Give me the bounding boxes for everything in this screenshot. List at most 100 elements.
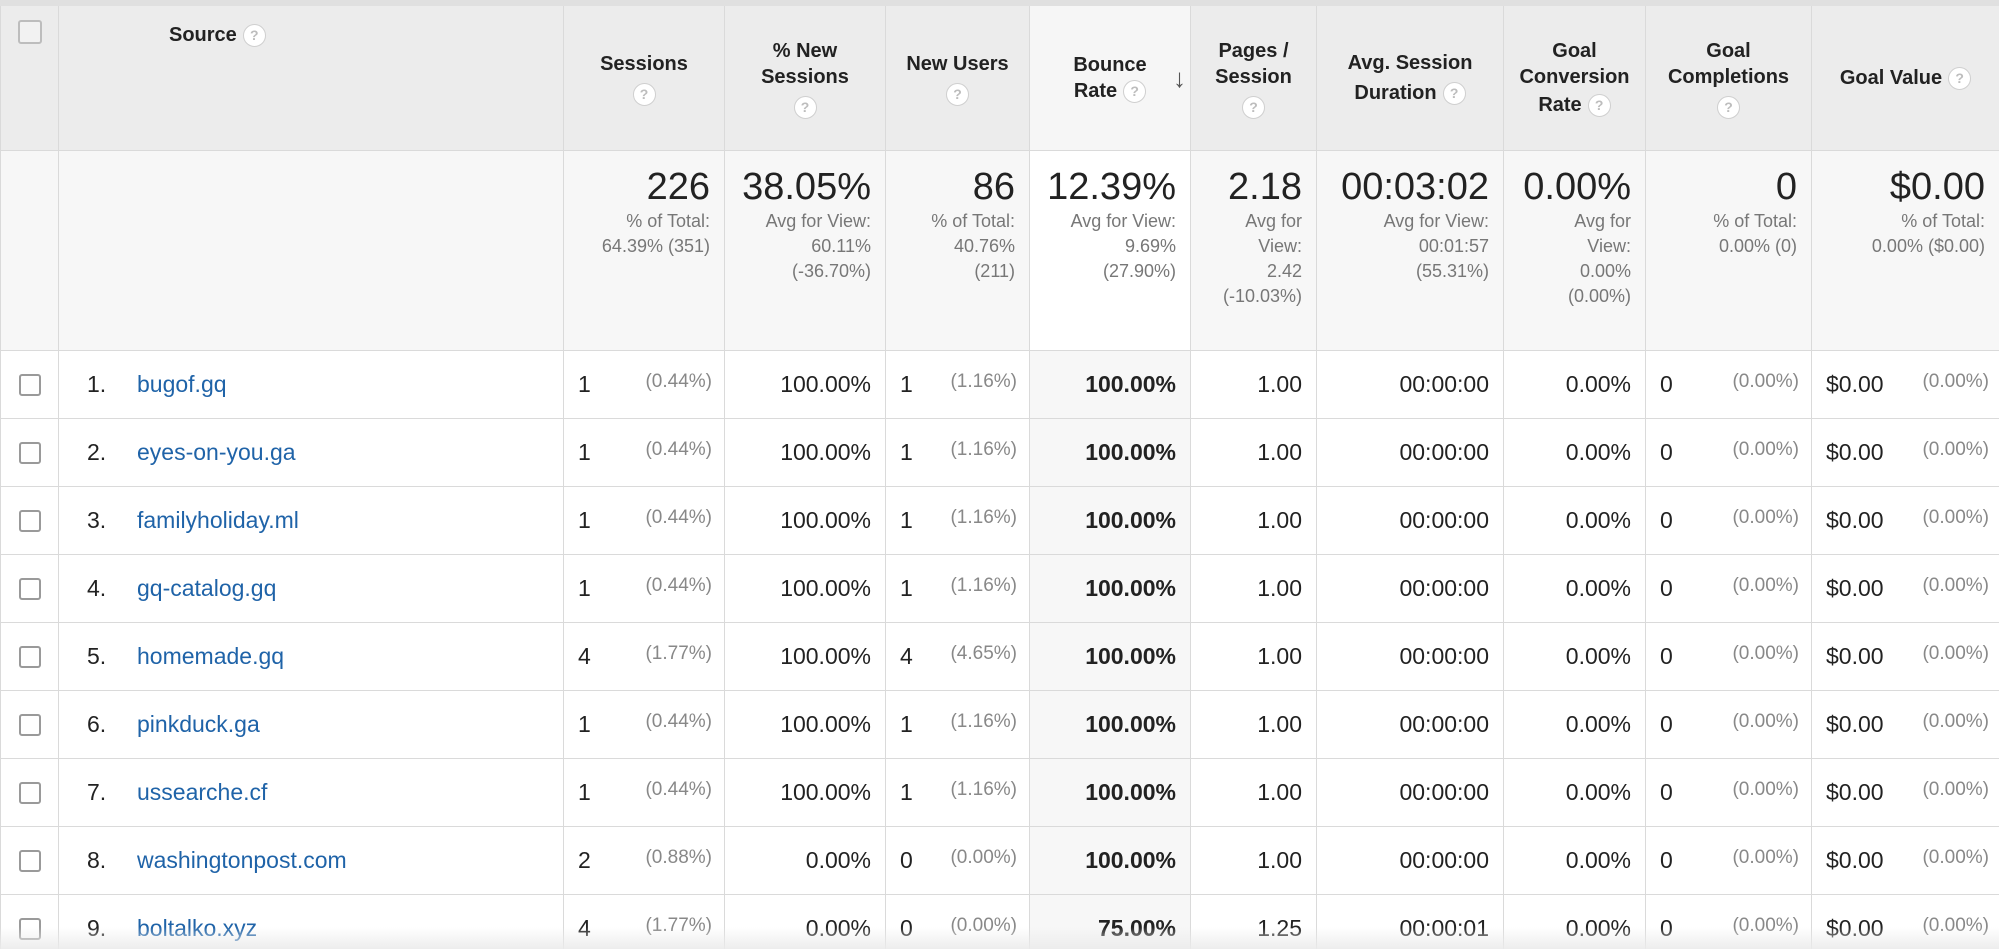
- table-row[interactable]: 3. familyholiday.ml 1 (0.44%) 100.00% 1 (1.…: [0, 486, 1999, 555]
- summary-bounce-rate: 12.39% Avg for View: 9.69% (27.90%): [1029, 150, 1191, 351]
- sort-descending-icon[interactable]: ↓: [1173, 63, 1186, 93]
- row-checkbox[interactable]: [18, 849, 41, 872]
- table-row[interactable]: 7. ussearche.cf 1 (0.44%) 100.00% 1 (1.16%)…: [0, 758, 1999, 827]
- table-row[interactable]: 4. gq-catalog.gq 1 (0.44%) 100.00% 1 (1.16%…: [0, 554, 1999, 623]
- goal-completions-cell: 0(0.00%): [1645, 622, 1812, 691]
- pages-per-session-cell: 1.00: [1190, 826, 1317, 895]
- row-index: 2.: [87, 439, 107, 465]
- summary-empty-cell: [0, 150, 59, 351]
- goal-value-cell: $0.00(0.00%): [1811, 758, 1999, 827]
- help-icon[interactable]: ?: [793, 95, 817, 119]
- header-goal-completions[interactable]: Goal Completions?: [1645, 0, 1812, 151]
- goal-conversion-rate-cell: 0.00%: [1503, 350, 1646, 419]
- source-link[interactable]: homemade.gq: [137, 643, 285, 669]
- pages-per-session-cell: 1.00: [1190, 486, 1317, 555]
- summary-empty-cell: [58, 150, 564, 351]
- goal-completions-cell: 0(0.00%): [1645, 826, 1812, 895]
- new-users-cell: 1 (1.16%): [885, 554, 1030, 623]
- goal-completions-cell: 0(0.00%): [1645, 690, 1812, 759]
- sessions-cell: 2 (0.88%): [563, 826, 725, 895]
- table-row[interactable]: 8. washingtonpost.com 2 (0.88%) 0.00% 0 (0.…: [0, 826, 1999, 895]
- sessions-cell: 1 (0.44%): [563, 418, 725, 487]
- row-checkbox[interactable]: [18, 441, 41, 464]
- new-users-cell: 1 (1.16%): [885, 690, 1030, 759]
- pages-per-session-cell: 1.00: [1190, 554, 1317, 623]
- row-index: 6.: [87, 711, 107, 737]
- header-sessions[interactable]: Sessions?: [563, 0, 725, 151]
- help-icon[interactable]: ?: [946, 82, 969, 106]
- row-index: 7.: [87, 779, 107, 805]
- help-icon[interactable]: ?: [242, 24, 266, 48]
- goal-conversion-rate-cell: 0.00%: [1503, 554, 1646, 623]
- help-icon[interactable]: ?: [1242, 95, 1265, 119]
- header-source[interactable]: Source?: [58, 0, 564, 151]
- summary-row: 226% of Total: 64.39% (351) 38.05% Avg for…: [0, 150, 1999, 351]
- new-sessions-cell: 100.00%: [724, 758, 886, 827]
- help-icon[interactable]: ?: [1717, 95, 1740, 119]
- pages-per-session-cell: 1.00: [1190, 758, 1317, 827]
- row-checkbox[interactable]: [18, 373, 41, 396]
- header-bounce-rate[interactable]: Bounce Rate? ↓: [1029, 0, 1191, 151]
- avg-session-duration-cell: 00:00:00: [1316, 486, 1504, 555]
- help-icon[interactable]: ?: [1948, 67, 1972, 91]
- new-sessions-cell: 0.00%: [724, 826, 886, 895]
- source-link[interactable]: familyholiday.ml: [137, 507, 299, 533]
- sessions-cell: 1 (0.44%): [563, 690, 725, 759]
- bounce-rate-cell: 100.00%: [1029, 690, 1191, 759]
- source-link[interactable]: eyes-on-you.ga: [137, 439, 296, 465]
- source-cell: 4. gq-catalog.gq: [58, 554, 564, 623]
- summary-new-sessions: 38.05% Avg for View: 60.11% (-36.70%): [724, 150, 886, 351]
- source-link[interactable]: washingtonpost.com: [137, 847, 347, 873]
- help-icon[interactable]: ?: [1587, 94, 1611, 118]
- row-select-cell: [0, 486, 59, 555]
- goal-completions-cell: 0(0.00%): [1645, 350, 1812, 419]
- avg-session-duration-cell: 00:00:00: [1316, 826, 1504, 895]
- help-icon[interactable]: ?: [1442, 82, 1466, 106]
- table-row[interactable]: 1. bugof.gq 1 (0.44%) 100.00% 1 (1.16%) 100…: [0, 350, 1999, 419]
- header-goal-conversion-rate[interactable]: Goal Conversion Rate?: [1503, 0, 1646, 151]
- header-new-sessions[interactable]: % New Sessions?: [724, 0, 886, 151]
- sessions-cell: 1 (0.44%): [563, 486, 725, 555]
- row-checkbox[interactable]: [18, 781, 41, 804]
- source-link[interactable]: pinkduck.ga: [137, 711, 260, 737]
- summary-new-users: 86% of Total: 40.76% (211): [885, 150, 1030, 351]
- source-cell: 1. bugof.gq: [58, 350, 564, 419]
- table-row[interactable]: 2. eyes-on-you.ga 1 (0.44%) 100.00% 1 (1.16…: [0, 418, 1999, 487]
- source-cell: 3. familyholiday.ml: [58, 486, 564, 555]
- row-select-cell: [0, 418, 59, 487]
- sessions-cell: 1 (0.44%): [563, 350, 725, 419]
- help-icon[interactable]: ?: [1123, 80, 1147, 104]
- select-all-checkbox[interactable]: [17, 20, 42, 44]
- source-cell: 8. washingtonpost.com: [58, 826, 564, 895]
- header-avg-session-duration[interactable]: Avg. Session Duration?: [1316, 0, 1504, 151]
- goal-completions-cell: 0(0.00%): [1645, 418, 1812, 487]
- pages-per-session-cell: 1.00: [1190, 622, 1317, 691]
- header-goal-value[interactable]: Goal Value?: [1811, 0, 1999, 151]
- sessions-cell: 1 (0.44%): [563, 758, 725, 827]
- source-link[interactable]: ussearche.cf: [137, 779, 268, 805]
- source-link[interactable]: bugof.gq: [137, 371, 227, 397]
- table-row[interactable]: 5. homemade.gq 4 (1.77%) 100.00% 4 (4.65%) …: [0, 622, 1999, 691]
- row-checkbox[interactable]: [18, 577, 41, 600]
- header-new-users[interactable]: New Users?: [885, 0, 1030, 151]
- source-cell: 6. pinkduck.ga: [58, 690, 564, 759]
- row-checkbox[interactable]: [18, 713, 41, 736]
- new-sessions-cell: 100.00%: [724, 418, 886, 487]
- goal-value-cell: $0.00(0.00%): [1811, 486, 1999, 555]
- avg-session-duration-cell: 00:00:00: [1316, 554, 1504, 623]
- table-row[interactable]: 6. pinkduck.ga 1 (0.44%) 100.00% 1 (1.16%) …: [0, 690, 1999, 759]
- row-index: 1.: [87, 371, 107, 397]
- goal-conversion-rate-cell: 0.00%: [1503, 690, 1646, 759]
- source-link[interactable]: gq-catalog.gq: [137, 575, 277, 601]
- header-pages-per-session[interactable]: Pages / Session?: [1190, 0, 1317, 151]
- row-checkbox[interactable]: [18, 509, 41, 532]
- summary-avg-session-duration: 00:03:02 Avg for View: 00:01:57 (55.31%): [1316, 150, 1504, 351]
- bounce-rate-cell: 100.00%: [1029, 826, 1191, 895]
- summary-goal-value: $0.00% of Total: 0.00% ($0.00): [1811, 150, 1999, 351]
- summary-sessions: 226% of Total: 64.39% (351): [563, 150, 725, 351]
- select-all-cell: [0, 0, 59, 151]
- goal-conversion-rate-cell: 0.00%: [1503, 622, 1646, 691]
- row-checkbox[interactable]: [18, 645, 41, 668]
- help-icon[interactable]: ?: [632, 82, 656, 106]
